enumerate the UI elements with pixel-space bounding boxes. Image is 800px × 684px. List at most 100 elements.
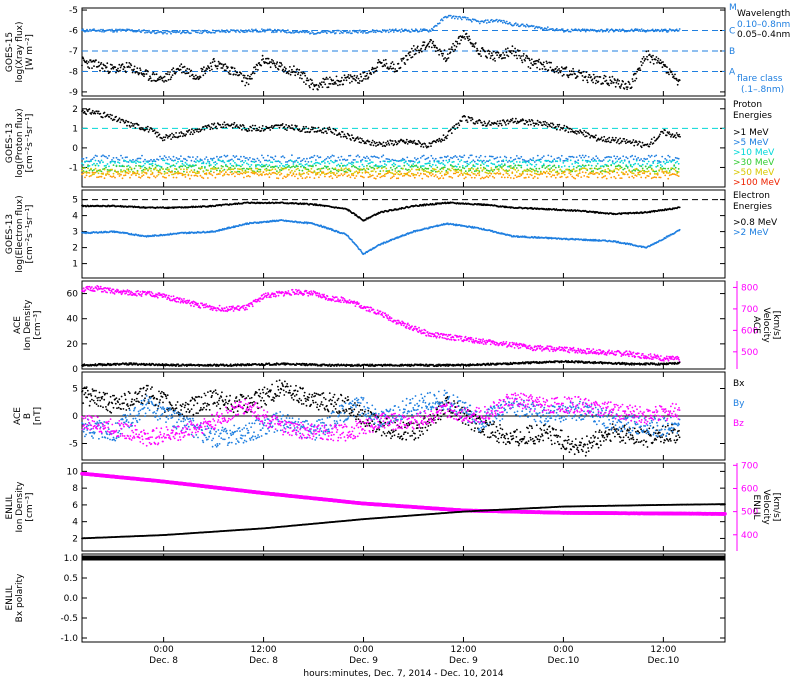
data-point	[454, 155, 456, 157]
data-point	[454, 18, 456, 20]
data-point	[573, 156, 575, 158]
data-point	[210, 62, 212, 64]
data-point	[456, 156, 458, 158]
data-point	[502, 159, 504, 161]
data-point	[99, 169, 101, 171]
data-point	[548, 69, 550, 71]
data-point	[613, 169, 615, 171]
data-point	[274, 65, 276, 67]
data-point	[194, 132, 196, 134]
data-point	[586, 161, 588, 163]
data-point	[460, 39, 462, 41]
y-tick-label: -9	[69, 88, 78, 98]
data-point	[467, 17, 469, 19]
data-point	[612, 29, 614, 31]
data-point	[511, 120, 513, 122]
data-point	[113, 173, 115, 175]
data-point	[483, 124, 485, 126]
data-point	[125, 174, 127, 176]
data-point	[140, 31, 142, 33]
data-point	[642, 58, 644, 60]
data-point	[439, 172, 441, 174]
data-point	[212, 128, 214, 130]
data-point	[513, 51, 515, 53]
data-point	[675, 162, 677, 164]
data-point	[655, 170, 657, 172]
data-point	[571, 176, 573, 178]
data-point	[487, 19, 489, 21]
data-point	[147, 71, 149, 73]
data-point	[387, 172, 389, 174]
data-point	[132, 159, 134, 161]
data-point	[592, 79, 594, 81]
data-point	[346, 138, 348, 140]
data-point	[291, 160, 293, 162]
data-point	[549, 168, 551, 170]
data-point	[645, 177, 647, 179]
data-point	[395, 141, 397, 143]
data-point	[381, 62, 383, 64]
data-point	[435, 169, 437, 171]
data-point	[423, 44, 425, 46]
data-point	[543, 165, 545, 167]
data-point	[558, 124, 560, 126]
data-point	[568, 170, 570, 172]
data-point	[457, 18, 459, 20]
data-point	[414, 161, 416, 163]
data-point	[180, 63, 182, 65]
data-point	[577, 175, 579, 177]
data-point	[634, 80, 636, 82]
data-point	[274, 29, 276, 31]
data-point	[239, 171, 241, 173]
data-point	[484, 122, 486, 124]
data-point	[204, 167, 206, 169]
data-point	[83, 158, 85, 160]
data-point	[510, 50, 512, 52]
data-point	[663, 171, 665, 173]
data-point	[363, 140, 365, 142]
data-point	[212, 160, 214, 162]
data-point	[515, 51, 517, 53]
data-point	[531, 171, 533, 173]
data-point	[658, 135, 660, 137]
data-point	[263, 157, 265, 159]
data-point	[311, 30, 313, 32]
data-point	[178, 136, 180, 138]
data-point	[304, 72, 306, 74]
data-point	[521, 120, 523, 122]
data-point	[230, 73, 232, 75]
data-point	[508, 55, 510, 57]
data-point	[278, 124, 280, 126]
data-point	[180, 155, 182, 157]
data-point	[614, 79, 616, 81]
data-point	[454, 49, 456, 51]
data-point	[347, 76, 349, 78]
data-point	[457, 127, 459, 129]
data-point	[369, 159, 371, 161]
data-point	[433, 161, 435, 163]
data-point	[231, 174, 233, 176]
data-point	[582, 155, 584, 157]
data-point	[95, 59, 97, 61]
data-point	[438, 54, 440, 56]
data-point	[209, 70, 211, 72]
data-point	[353, 175, 355, 177]
data-point	[666, 135, 668, 137]
data-point	[170, 76, 172, 78]
data-point	[467, 121, 469, 123]
data-point	[270, 173, 272, 175]
data-point	[491, 19, 493, 21]
data-point	[608, 85, 610, 87]
data-point	[547, 26, 549, 28]
data-point	[260, 171, 262, 173]
data-point	[535, 173, 537, 175]
data-point	[504, 156, 506, 158]
data-point	[516, 155, 518, 157]
data-point	[629, 83, 631, 85]
data-point	[458, 122, 460, 124]
data-point	[534, 166, 536, 168]
data-point	[305, 126, 307, 128]
data-point	[144, 32, 146, 34]
data-point	[318, 176, 320, 178]
data-point	[372, 140, 374, 142]
